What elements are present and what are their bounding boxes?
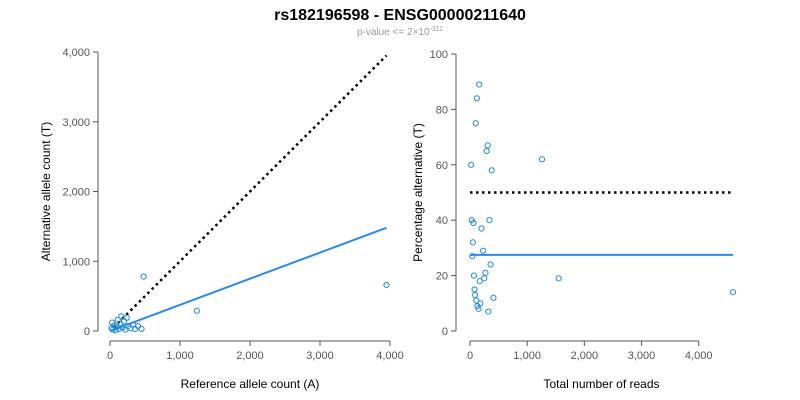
y-tick-label: 20 <box>436 271 448 283</box>
x-tick-label: 0 <box>467 350 473 362</box>
data-point <box>123 314 130 321</box>
data-point <box>482 269 489 276</box>
data-point <box>490 294 497 301</box>
y-tick-label: 0 <box>442 326 448 338</box>
data-point <box>118 313 125 320</box>
panel-percentage-alternative: 0 1,000 2,000 3,000 4,000 0 20 40 60 80 100 Total n… <box>411 49 737 391</box>
data-point <box>140 273 147 280</box>
y-axis-label: Alternative allele count (T) <box>39 122 53 261</box>
y-tick-label: 0 <box>84 326 90 338</box>
x-axis-label: Reference allele count (A) <box>181 377 320 391</box>
data-point <box>481 275 488 282</box>
data-point <box>193 307 200 314</box>
y-tick-label: 100 <box>430 49 448 61</box>
data-point <box>484 142 491 149</box>
data-point <box>469 253 476 260</box>
data-point <box>470 272 478 279</box>
data-point <box>485 308 492 315</box>
y-tick-label: 1,000 <box>62 256 90 268</box>
data-point <box>729 289 737 296</box>
data-point <box>555 275 562 282</box>
chart-subtitle: p-value <= 2×10-311 <box>357 26 443 38</box>
y-tick-label: 60 <box>436 160 448 172</box>
data-point <box>487 261 494 268</box>
x-axis-label: Total number of reads <box>543 377 659 391</box>
x-tick-label: 3,000 <box>628 350 656 362</box>
data-point <box>112 327 119 334</box>
data-point <box>486 217 493 224</box>
x-tick-label: 1,000 <box>513 350 541 362</box>
data-point <box>470 219 477 227</box>
data-point <box>472 120 479 127</box>
data-point <box>478 225 485 232</box>
x-tick-label: 0 <box>107 350 113 362</box>
data-point <box>483 147 490 155</box>
reference-line <box>112 54 388 329</box>
fit-line <box>109 226 387 332</box>
y-tick-label: 40 <box>436 215 448 227</box>
subtitle-exponent: -311 <box>430 26 444 33</box>
data-point <box>468 161 475 168</box>
x-tick-label: 4,000 <box>685 350 713 362</box>
data-point <box>476 278 483 285</box>
chart-title: rs182196598 - ENSG00000211640 <box>274 7 526 24</box>
data-point <box>477 300 484 307</box>
data-point <box>109 326 116 333</box>
data-point <box>480 247 487 254</box>
x-tick-label: 2,000 <box>571 350 599 362</box>
data-point <box>469 239 476 246</box>
x-tick-label: 1,000 <box>166 350 194 362</box>
data-point <box>138 325 145 333</box>
data-point <box>476 81 483 88</box>
x-tick-label: 4,000 <box>376 350 404 362</box>
x-tick-label: 3,000 <box>306 350 334 362</box>
panel-allele-counts: 0 1,000 2,000 3,000 4,000 0 1,000 2,000 3,000 4,0… <box>39 47 404 391</box>
subtitle-prefix: p-value <= 2×10 <box>357 27 430 38</box>
x-tick-label: 2,000 <box>236 350 264 362</box>
data-point <box>538 156 546 163</box>
y-axis-label: Percentage alternative (T) <box>411 123 425 262</box>
data-point <box>471 286 478 293</box>
data-point <box>475 305 482 312</box>
data-point <box>473 95 480 102</box>
data-point <box>383 281 390 289</box>
y-tick-label: 80 <box>436 104 448 116</box>
y-tick-label: 2,000 <box>62 187 90 199</box>
data-point <box>472 291 479 299</box>
y-tick-label: 3,000 <box>62 117 90 129</box>
data-point <box>488 167 495 174</box>
data-point <box>114 316 121 323</box>
data-point <box>473 297 480 304</box>
data-point <box>120 318 128 325</box>
y-tick-label: 4,000 <box>62 47 90 59</box>
